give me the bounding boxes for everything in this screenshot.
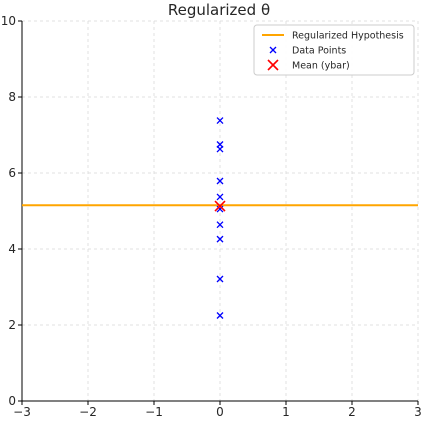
data-point <box>217 194 223 200</box>
x-tick-label: 1 <box>282 405 290 419</box>
y-tick-label: 4 <box>8 242 16 256</box>
y-tick-label: 2 <box>8 318 16 332</box>
y-tick-label: 6 <box>8 166 16 180</box>
x-tick-label: 3 <box>414 405 422 419</box>
y-tick-label: 8 <box>8 90 16 104</box>
y-tick-label: 0 <box>8 394 16 408</box>
legend-label: Data Points <box>292 46 346 57</box>
legend-label: Mean (ybar) <box>292 61 350 72</box>
x-tick-label: 2 <box>348 405 356 419</box>
x-tick-label: −1 <box>145 405 163 419</box>
legend: Regularized Hypothesis Data Points Mean (y… <box>254 25 414 75</box>
chart-title: Regularized θ <box>168 1 270 19</box>
legend-label: Regularized Hypothesis <box>292 31 404 42</box>
x-tick-label: −2 <box>79 405 97 419</box>
grid <box>22 21 418 401</box>
y-tick-label: 10 <box>1 14 16 28</box>
data-point <box>217 146 223 152</box>
x-tick-label: 0 <box>216 405 224 419</box>
